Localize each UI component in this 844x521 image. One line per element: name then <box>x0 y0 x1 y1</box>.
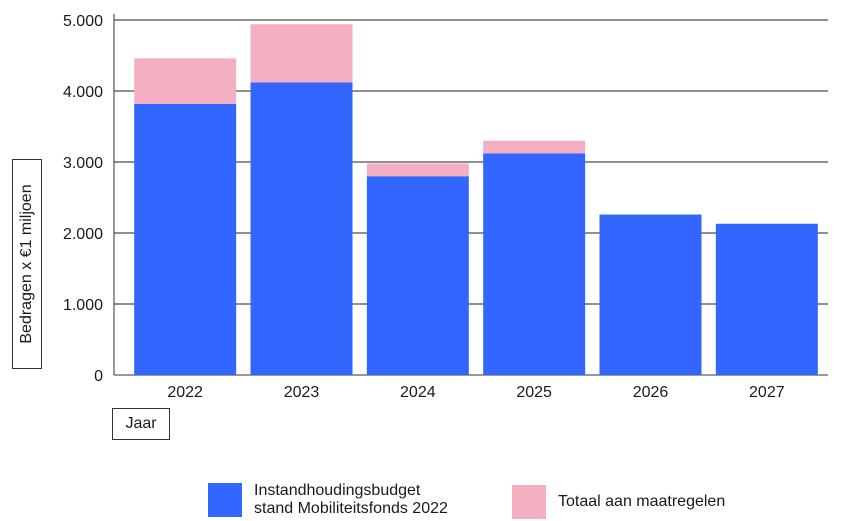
x-tick-labels: 2022 2023 2024 2025 2026 2027 <box>167 384 784 401</box>
x-tick-label-2027: 2027 <box>749 384 785 401</box>
legend-label-maatregelen: Totaal aan maatregelen <box>558 493 726 510</box>
y-tick-labels: 0 1.000 2.000 3.000 4.000 5.000 <box>63 13 103 385</box>
legend-item-instandhoudingsbudget: Instandhoudingsbudget stand Mobiliteitsf… <box>208 482 448 518</box>
bar-2025-maatregelen <box>483 140 586 154</box>
x-tick-label-2025: 2025 <box>516 384 552 401</box>
y-tick-label: 5.000 <box>63 13 103 30</box>
bar-2024-maatregelen <box>366 163 469 177</box>
bar-2022-instandhoudingsbudget <box>134 103 237 375</box>
bar-2022-maatregelen <box>134 58 237 104</box>
y-axis-title-text: Bedragen x €1 miljoen <box>18 184 35 344</box>
y-tick-label: 4.000 <box>63 84 103 101</box>
bar-2023-maatregelen <box>250 24 353 83</box>
x-axis-title: Jaar <box>112 408 170 440</box>
x-tick-label-2026: 2026 <box>633 384 669 401</box>
y-tick-label: 0 <box>94 368 103 385</box>
x-tick-label-2024: 2024 <box>400 384 436 401</box>
x-tick-label-2022: 2022 <box>167 384 203 401</box>
legend-label-instandhoudingsbudget: Instandhoudingsbudget stand Mobiliteitsf… <box>254 482 448 517</box>
bar-2023-instandhoudingsbudget <box>250 82 353 375</box>
bar-2025-instandhoudingsbudget <box>483 153 586 375</box>
x-tick-label-2023: 2023 <box>284 384 320 401</box>
legend-swatch-pink <box>512 485 546 519</box>
y-tick-label: 1.000 <box>63 297 103 314</box>
y-axis-title: Bedragen x €1 miljoen <box>12 159 42 369</box>
bar-2026-instandhoudingsbudget <box>599 214 702 375</box>
y-tick-label: 3.000 <box>63 155 103 172</box>
y-tick-label: 2.000 <box>63 226 103 243</box>
legend-item-maatregelen: Totaal aan maatregelen <box>512 485 725 519</box>
bar-2027-instandhoudingsbudget <box>715 223 818 375</box>
bars <box>134 24 818 375</box>
legend-swatch-blue <box>208 483 242 517</box>
x-axis-title-text: Jaar <box>125 415 157 432</box>
bar-2024-instandhoudingsbudget <box>366 176 469 375</box>
